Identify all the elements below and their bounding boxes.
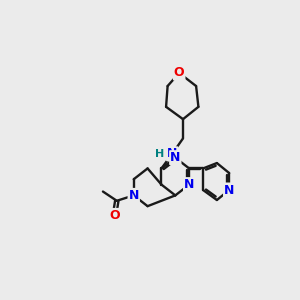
Text: N: N (167, 147, 177, 160)
Text: O: O (109, 209, 120, 222)
Text: O: O (174, 67, 184, 80)
Text: N: N (128, 189, 139, 202)
Text: N: N (170, 151, 181, 164)
Text: N: N (224, 184, 234, 196)
Text: H: H (155, 149, 164, 159)
Text: N: N (184, 178, 194, 191)
